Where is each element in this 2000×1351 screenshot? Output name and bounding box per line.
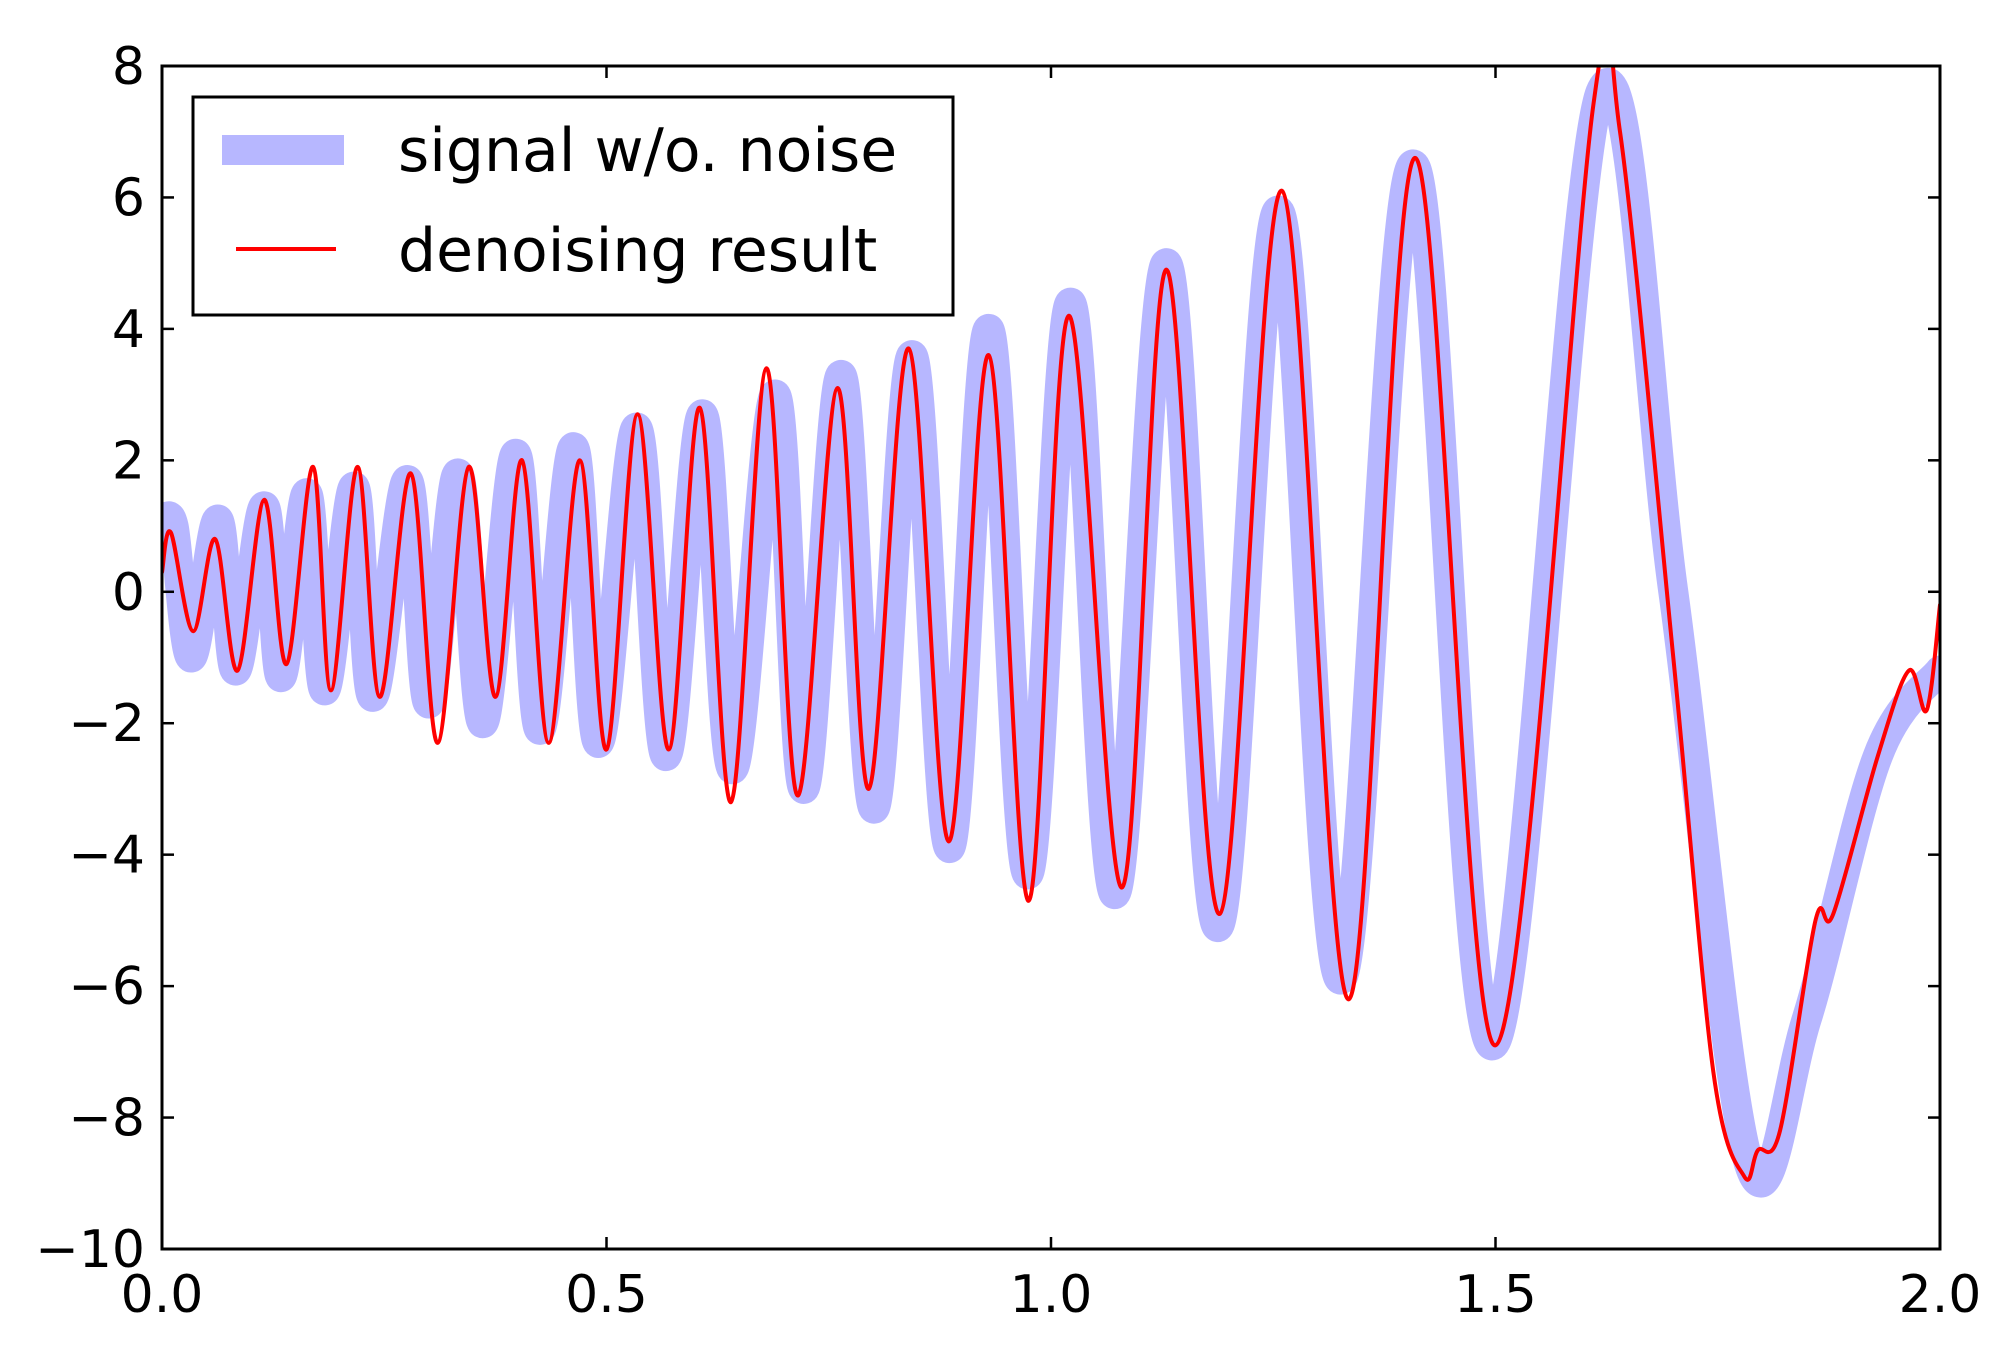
y-tick-label: 8 — [112, 37, 145, 97]
x-tick-label: 0.0 — [121, 1265, 204, 1325]
y-tick-label: −2 — [68, 694, 145, 754]
series-layer — [162, 66, 1940, 1198]
x-tick-label: 0.5 — [565, 1265, 648, 1325]
legend-label-denoised: denoising result — [398, 216, 877, 286]
y-tick-label: −6 — [68, 957, 145, 1017]
y-tick-label: −8 — [68, 1089, 145, 1149]
x-tick-label: 1.5 — [1454, 1265, 1537, 1325]
series-line-0 — [162, 67, 1940, 1198]
legend: signal w/o. noise denoising result — [191, 95, 955, 317]
tick-labels: 0.0 0.5 1.0 1.5 2.0 −10 −8 −6 −4 −2 0 2 4 6 8 — [35, 37, 1981, 1325]
y-tick-label: −10 — [35, 1220, 145, 1280]
y-tick-label: −4 — [68, 826, 145, 886]
y-tick-label: 6 — [112, 168, 145, 228]
x-tick-label: 1.0 — [1010, 1265, 1093, 1325]
ticks-layer — [160, 64, 1942, 1251]
legend-label-signal: signal w/o. noise — [398, 116, 897, 186]
x-tick-label: 2.0 — [1899, 1265, 1982, 1325]
y-tick-label: 4 — [112, 300, 145, 360]
y-tick-label: 2 — [112, 431, 145, 491]
series-line-1 — [162, 66, 1940, 1182]
y-tick-label: 0 — [112, 563, 145, 623]
legend-box — [191, 95, 955, 317]
